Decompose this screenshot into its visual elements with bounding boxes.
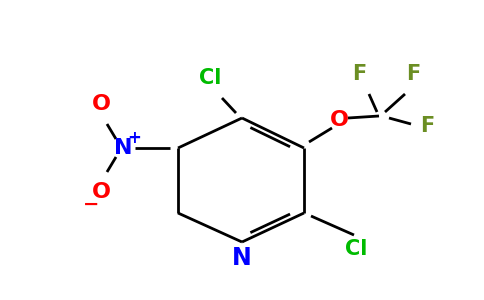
Text: F: F (406, 64, 420, 84)
Text: −: − (83, 194, 99, 214)
Text: O: O (91, 94, 110, 114)
Text: Cl: Cl (345, 239, 367, 259)
Text: O: O (330, 110, 348, 130)
Text: F: F (420, 116, 434, 136)
Text: +: + (127, 129, 141, 147)
Text: N: N (232, 246, 252, 270)
Text: Cl: Cl (199, 68, 221, 88)
Text: O: O (91, 182, 110, 202)
Text: F: F (352, 64, 366, 84)
Text: N: N (114, 138, 132, 158)
